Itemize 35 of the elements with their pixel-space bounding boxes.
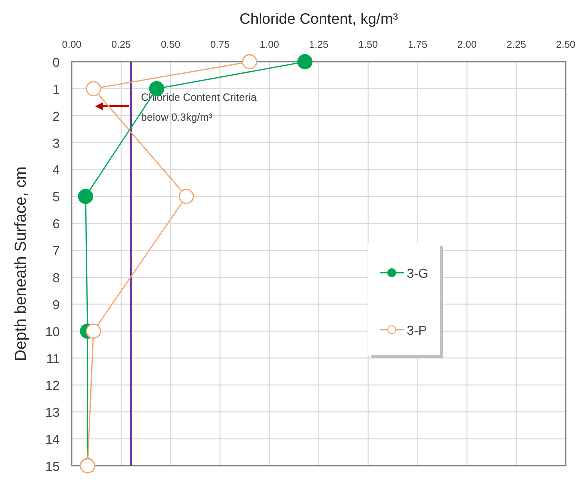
y-tick-label: 2 [52, 108, 60, 124]
y-tick-label: 6 [52, 216, 60, 232]
y-tick-label: 13 [46, 405, 60, 420]
y-tick-label: 1 [52, 82, 60, 97]
y-tick-label: 0 [52, 55, 60, 70]
y-tick-label: 14 [46, 432, 60, 448]
x-tick-label: 2.50 [556, 40, 576, 51]
y-tick-label: 12 [46, 378, 60, 394]
x-tick-label: 1.50 [358, 40, 379, 51]
x-tick-label: 0.25 [112, 40, 132, 51]
x-tick-label: 2.25 [506, 40, 527, 51]
x-tick-label: 0.75 [210, 40, 230, 51]
y-tick-label: 9 [52, 297, 60, 312]
point [78, 189, 94, 204]
y-tick-label: 10 [46, 324, 60, 340]
y-tick-label: 15 [46, 459, 60, 474]
point [86, 324, 102, 339]
x-tick-label: 0.50 [161, 40, 181, 51]
y-tick-label: 4 [52, 162, 60, 178]
legend-label: 3-G [407, 266, 429, 281]
y-tick-label: 8 [52, 270, 60, 286]
y-tick-label: 7 [52, 244, 60, 259]
point [298, 54, 313, 70]
legend-label: 3-P [407, 323, 428, 338]
y-axis-title: Depth beneath Surface, cm [13, 166, 30, 362]
x-tick-label: 1.00 [260, 40, 280, 51]
point [179, 189, 194, 204]
y-tick-label: 3 [52, 136, 60, 151]
x-tick-label: 0.00 [62, 40, 82, 51]
x-tick-label: 1.25 [309, 40, 330, 51]
x-axis-title: Chloride Content, kg/m³ [240, 11, 398, 28]
y-tick-label: 5 [52, 190, 60, 205]
x-tick-label: 2.00 [457, 40, 478, 51]
y-tick-label: 11 [46, 351, 60, 366]
x-tick-label: 1.75 [408, 40, 428, 51]
